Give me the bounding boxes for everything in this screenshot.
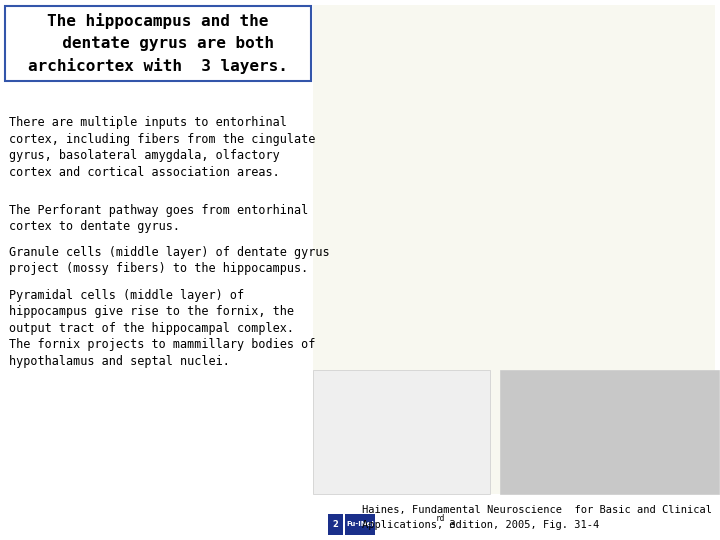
Text: Haines, Fundamental Neuroscience  for Basic and Clinical: Haines, Fundamental Neuroscience for Bas… bbox=[362, 505, 712, 515]
Text: Granule cells (middle layer) of dentate gyrus
project (mossy fibers) to the hipp: Granule cells (middle layer) of dentate … bbox=[9, 246, 329, 275]
Text: Fu-lNel: Fu-lNel bbox=[346, 521, 374, 528]
Text: The hippocampus and the
  dentate gyrus are both
archicortex with  3 layers.: The hippocampus and the dentate gyrus ar… bbox=[28, 14, 288, 74]
Text: rd: rd bbox=[436, 514, 445, 523]
Text: 2: 2 bbox=[333, 520, 338, 529]
Text: Pyramidal cells (middle layer) of
hippocampus give rise to the fornix, the
outpu: Pyramidal cells (middle layer) of hippoc… bbox=[9, 289, 315, 368]
FancyBboxPatch shape bbox=[328, 514, 343, 535]
FancyBboxPatch shape bbox=[500, 370, 719, 494]
FancyBboxPatch shape bbox=[5, 6, 311, 81]
FancyBboxPatch shape bbox=[345, 514, 375, 535]
Text: edition, 2005, Fig. 31-4: edition, 2005, Fig. 31-4 bbox=[443, 520, 599, 530]
FancyBboxPatch shape bbox=[313, 370, 490, 494]
Text: Applications, 3: Applications, 3 bbox=[362, 520, 456, 530]
Text: There are multiple inputs to entorhinal
cortex, including fibers from the cingul: There are multiple inputs to entorhinal … bbox=[9, 116, 315, 179]
FancyBboxPatch shape bbox=[313, 5, 715, 494]
Text: The Perforant pathway goes from entorhinal
cortex to dentate gyrus.: The Perforant pathway goes from entorhin… bbox=[9, 204, 308, 233]
